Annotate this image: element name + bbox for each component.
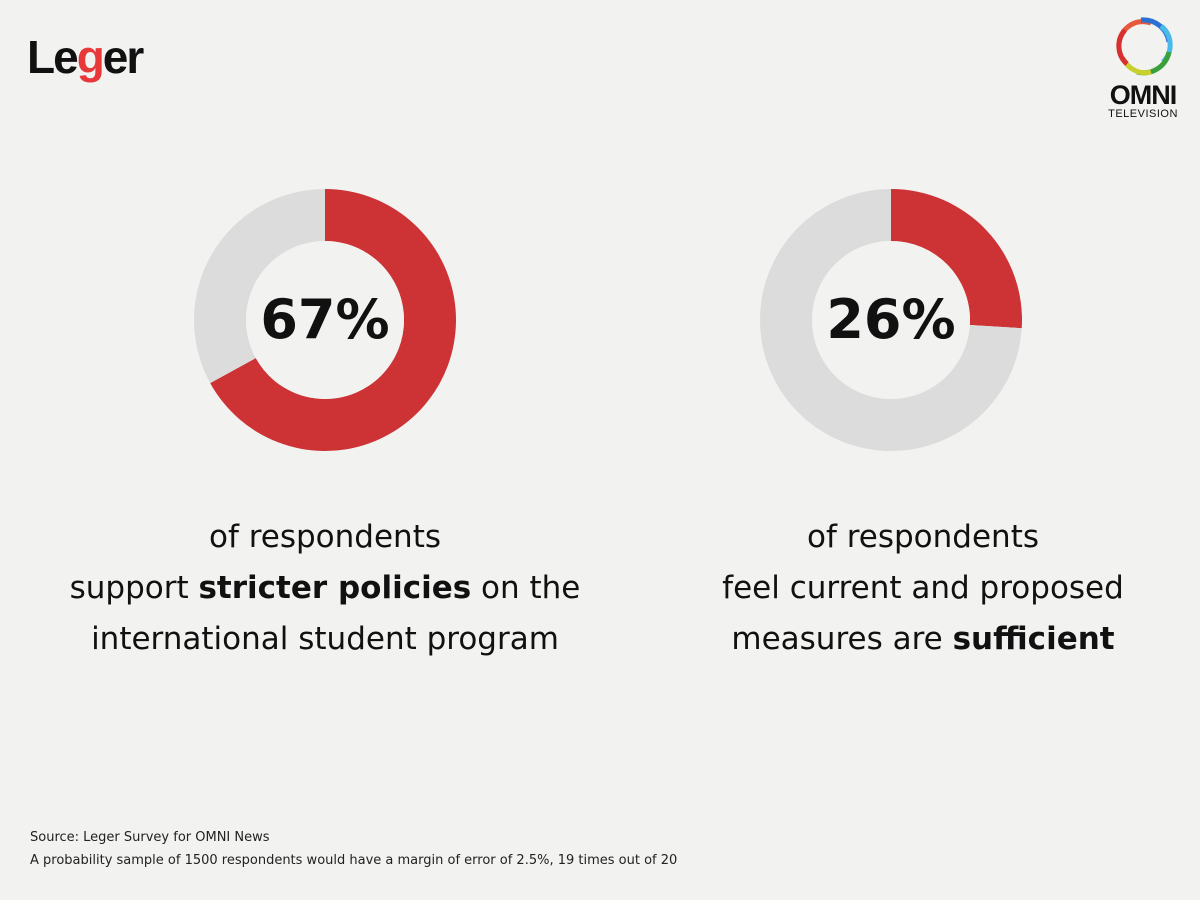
- source-note: Source: Leger Survey for OMNI News: [30, 830, 270, 845]
- description-line: feel current and proposed: [722, 570, 1124, 606]
- donut-slice-remainder: [760, 189, 1022, 452]
- text: measures are: [731, 621, 953, 657]
- donut-slice-remainder: [194, 189, 325, 384]
- description-line: of respondents: [208, 519, 441, 555]
- description-line: international student program: [91, 621, 559, 657]
- omni-logo-text: OMNI: [1109, 80, 1178, 110]
- description-sufficient: of respondents feel current and proposed…: [623, 512, 1200, 665]
- text: support: [69, 570, 199, 606]
- omni-logo-subtext: TELEVISION: [1108, 108, 1178, 120]
- description-line: of respondents: [806, 519, 1039, 555]
- description-line: measures are sufficient: [623, 614, 1200, 665]
- omni-logo: OMNI TELEVISION: [1098, 14, 1188, 120]
- percent-label-sufficient: 26%: [826, 288, 956, 351]
- description-stricter-policies: of respondents support stricter policies…: [25, 512, 625, 665]
- text: on the: [471, 570, 581, 606]
- emphasis-text: sufficient: [952, 621, 1115, 657]
- donut-slice-highlight: [210, 189, 456, 452]
- donut-chart-sufficient: [760, 189, 1022, 452]
- donut-hole: [246, 241, 404, 399]
- emphasis-text: stricter policies: [198, 570, 472, 606]
- donut-hole: [812, 241, 970, 399]
- leger-logo: Leger: [27, 31, 144, 83]
- omni-swirl-icon: [1116, 17, 1173, 76]
- description-line: support stricter policies on the: [25, 563, 625, 614]
- margin-of-error-note: A probability sample of 1500 respondents…: [30, 853, 678, 868]
- percent-label-stricter-policies: 67%: [260, 288, 390, 351]
- donut-slice-highlight: [891, 189, 1022, 329]
- footer: Source: Leger Survey for OMNI News A pro…: [30, 826, 677, 872]
- donut-chart-stricter-policies: [194, 189, 456, 452]
